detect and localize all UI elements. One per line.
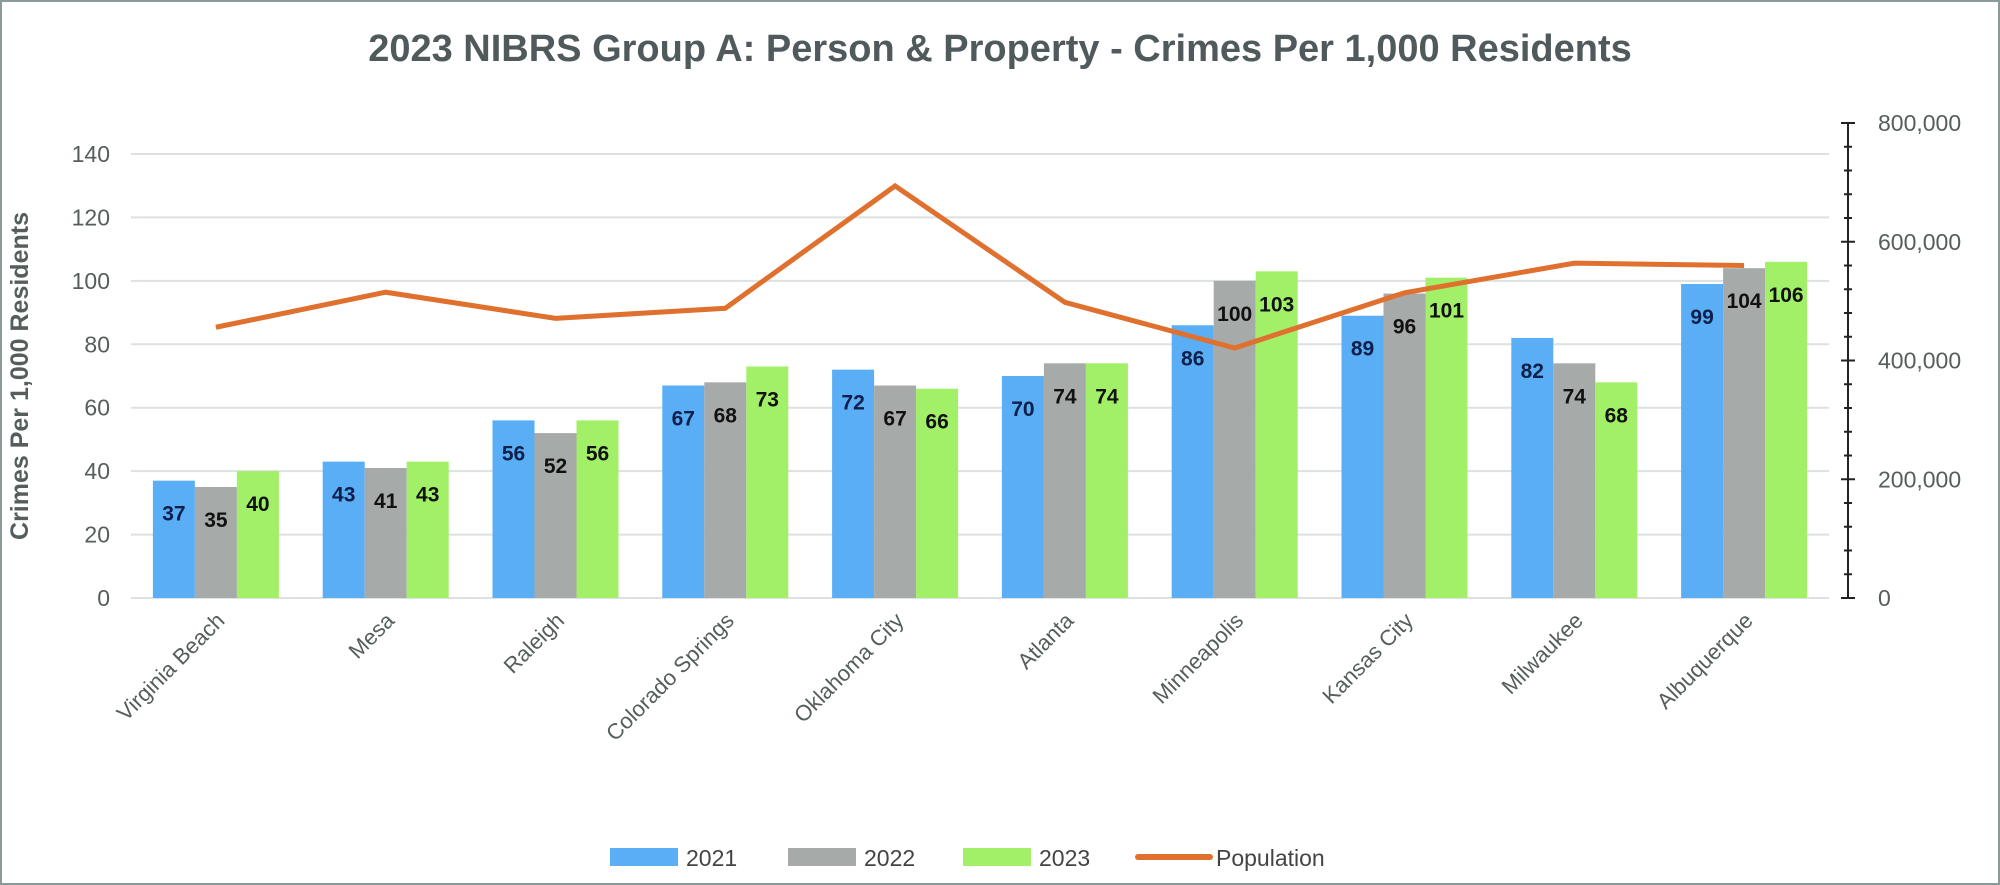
data-label: 72	[841, 392, 864, 415]
bar-2021-virginia-beach	[152, 480, 195, 598]
data-label: 68	[1605, 404, 1629, 427]
bar-2023-virginia-beach	[236, 471, 279, 598]
bar-2021-mesa	[322, 461, 365, 598]
x-tick-label: Raleigh	[499, 608, 569, 678]
data-label: 37	[162, 503, 185, 526]
y2-tick-label: 200,000	[1878, 466, 1961, 492]
bar-2021-atlanta	[1001, 376, 1044, 598]
data-label: 56	[586, 442, 609, 465]
bar-2023-minneapolis	[1255, 271, 1298, 598]
legend-label: 2023	[1039, 845, 1090, 871]
bar-2023-oklahoma-city	[916, 388, 959, 598]
data-label: 68	[714, 404, 738, 427]
data-label: 67	[672, 408, 695, 431]
y2-tick-label: 800,000	[1878, 110, 1961, 136]
y2-tick-label: 0	[1878, 585, 1891, 611]
bar-2022-colorado-springs	[704, 382, 747, 598]
data-label: 70	[1011, 398, 1034, 421]
y2-tick-label: 400,000	[1878, 348, 1961, 374]
data-label: 40	[246, 493, 269, 516]
data-label: 74	[1563, 385, 1587, 408]
bar-2023-mesa	[406, 461, 449, 598]
data-label: 101	[1429, 300, 1464, 323]
y2-tick-label: 600,000	[1878, 229, 1961, 255]
bar-2021-milwaukee	[1511, 337, 1554, 598]
y-axis-label: Crimes Per 1,000 Residents	[6, 212, 34, 540]
bar-2021-raleigh	[492, 420, 535, 598]
bar-2021-oklahoma-city	[832, 369, 875, 598]
y-tick-label: 60	[84, 395, 110, 421]
legend-label: 2021	[686, 845, 737, 871]
y-tick-label: 100	[72, 268, 110, 294]
bar-2022-albuquerque	[1723, 268, 1766, 598]
data-label: 104	[1727, 290, 1762, 313]
data-label: 103	[1259, 293, 1294, 316]
bar-2023-kansas-city	[1425, 277, 1468, 598]
data-label: 67	[883, 408, 906, 431]
y-tick-label: 40	[84, 458, 110, 484]
legend-swatch-2022	[788, 848, 856, 866]
bar-2021-albuquerque	[1681, 284, 1724, 598]
data-label: 86	[1181, 347, 1204, 370]
y-tick-label: 0	[97, 585, 110, 611]
data-label: 73	[756, 388, 779, 411]
legend-swatch-2021	[610, 848, 678, 866]
data-label: 43	[332, 484, 355, 507]
bar-2022-milwaukee	[1553, 363, 1596, 598]
x-tick-label: Kansas City	[1317, 608, 1418, 709]
x-tick-label: Virginia Beach	[112, 608, 230, 726]
y-tick-label: 140	[72, 141, 110, 167]
data-label: 66	[925, 411, 948, 434]
data-label: 35	[204, 509, 228, 532]
x-tick-label: Colorado Springs	[601, 608, 739, 746]
data-label: 100	[1217, 303, 1252, 326]
x-tick-label: Oklahoma City	[789, 608, 909, 728]
population-line	[215, 182, 1745, 351]
data-label: 41	[374, 490, 398, 513]
legend-label: Population	[1216, 845, 1325, 871]
legend-label: 2022	[864, 845, 915, 871]
x-tick-label: Milwaukee	[1497, 608, 1588, 699]
bar-2022-raleigh	[534, 433, 577, 598]
bar-2022-kansas-city	[1383, 293, 1426, 598]
bar-2022-minneapolis	[1213, 280, 1256, 598]
bar-2021-colorado-springs	[662, 385, 705, 598]
x-tick-label: Mesa	[344, 607, 400, 663]
y-tick-label: 80	[84, 331, 110, 357]
data-label: 106	[1769, 284, 1804, 307]
bar-2023-raleigh	[576, 420, 619, 598]
y-tick-label: 20	[84, 522, 110, 548]
legend-swatch-2023	[963, 848, 1031, 866]
bar-2023-atlanta	[1085, 363, 1128, 598]
bar-2022-virginia-beach	[194, 487, 237, 598]
bar-2021-minneapolis	[1171, 325, 1214, 598]
data-label: 74	[1053, 385, 1077, 408]
chart-title: 2023 NIBRS Group A: Person & Property - …	[368, 28, 1632, 70]
bar-2023-colorado-springs	[746, 366, 789, 598]
x-tick-label: Minneapolis	[1148, 608, 1249, 709]
data-label: 43	[416, 484, 439, 507]
data-label: 99	[1690, 306, 1713, 329]
bar-2023-albuquerque	[1765, 261, 1808, 598]
data-label: 89	[1351, 338, 1374, 361]
bar-2022-oklahoma-city	[874, 385, 917, 598]
data-label: 52	[544, 455, 567, 478]
x-tick-label: Atlanta	[1012, 607, 1079, 674]
data-label: 82	[1521, 360, 1544, 383]
bar-2022-atlanta	[1043, 363, 1086, 598]
y-tick-label: 120	[72, 204, 110, 230]
data-label: 74	[1095, 385, 1119, 408]
bar-2022-mesa	[364, 467, 407, 598]
x-tick-label: Albuquerque	[1652, 608, 1758, 714]
bar-2023-milwaukee	[1595, 382, 1638, 598]
data-label: 96	[1393, 316, 1416, 339]
bar-2021-kansas-city	[1341, 315, 1384, 598]
data-label: 56	[502, 442, 525, 465]
